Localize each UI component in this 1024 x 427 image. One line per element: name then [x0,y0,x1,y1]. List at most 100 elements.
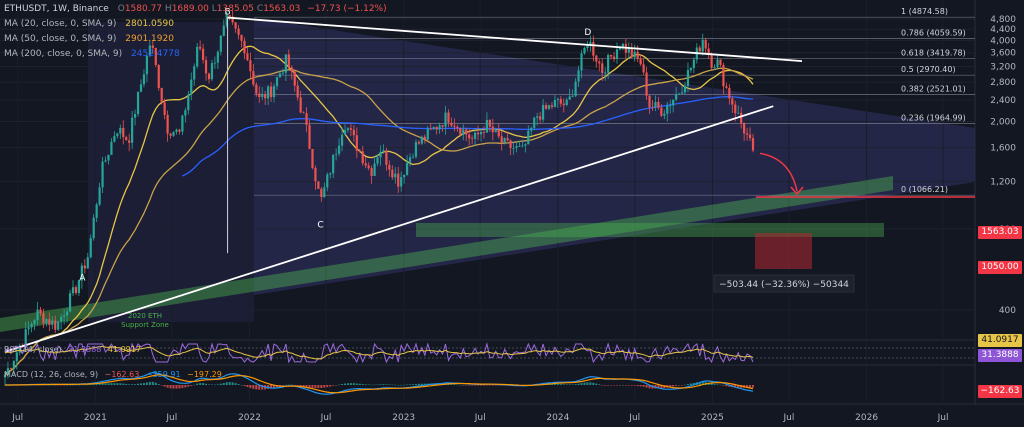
candle-body [426,128,429,140]
macd-hist-bar [107,383,110,385]
candle-body [151,45,154,48]
macd-hist-bar [361,384,364,385]
candle-body [435,127,438,130]
macd-signal-value: −197.29 [187,370,222,379]
support-zone-band [0,176,893,332]
rsi-legend[interactable]: RSI (14, close) 31.3888 41.0917 [4,343,141,356]
x-tick-label: Jul [11,413,23,423]
macd-hist-bar [122,383,125,385]
candle-body [210,63,214,80]
candle-body [589,41,592,46]
macd-hist-bar [645,385,648,388]
candle-body [305,113,308,125]
macd-hist-bar [618,385,621,386]
candle-body [36,309,39,321]
candle-body [352,129,355,136]
macd-legend[interactable]: MACD (12, 26, close, 9) −162.63 −359.91 … [4,368,222,381]
macd-hist-bar [453,384,456,385]
candle-body [349,128,353,130]
candle-body [432,127,435,129]
macd-hist-bar [400,384,403,386]
macd-hist-bar [474,385,477,386]
x-tick-label: 2026 [855,413,878,423]
candle-body [184,110,187,116]
candle-body [116,133,119,137]
candle-body [521,145,524,147]
macd-hist-bar [290,384,293,386]
macd-hist-bar [580,383,583,385]
macd-hist-bar [148,381,151,385]
fib-label: 0.618 (3419.78) [901,49,966,58]
projection-label-box [713,274,855,293]
legend-ma50[interactable]: MA (50, close, 0, SMA, 9) 2901.1920 [4,33,174,46]
legend-ma200[interactable]: MA (200, close, 0, SMA, 9) 2452.4778 [4,48,180,61]
macd-hist-bar [249,385,252,388]
macd-hist-bar [86,384,89,386]
candle-body [27,327,30,330]
macd-hist-bar [601,385,604,386]
macd-hist-bar [589,382,592,385]
candle-body [692,59,695,68]
candle-body [213,62,217,64]
candle-body [568,96,571,100]
candle-body [290,67,293,72]
macd-hist-bar [246,385,249,388]
macd-hist-bar [270,385,273,389]
candle-body [68,293,72,312]
macd-hist-bar [692,382,695,385]
y-tick-label: 4,800 [990,15,1016,25]
macd-hist-bar [332,385,335,386]
macd-hist-bar [234,383,237,385]
candle-body [479,132,483,135]
candle-body [24,329,27,347]
legend-ma20[interactable]: MA (20, close, 0, SMA, 9) 2801.0590 [4,18,174,31]
candle-body [201,48,205,60]
candle-body [311,149,314,168]
macd-hist-bar [657,385,660,389]
candle-body [530,127,533,131]
macd-hist-bar [193,384,196,386]
candle-body [39,309,42,314]
macd-hist-bar [616,385,618,386]
macd-hist-bar [160,385,163,386]
candle-body [332,154,335,174]
macd-hist-bar [595,383,598,385]
macd-hist-bar [497,385,500,386]
macd-hist-bar [358,383,361,385]
candle-body [725,86,728,88]
candle-body [314,167,317,182]
candle-body [488,119,491,127]
candle-body [340,134,344,146]
candle-body [672,99,675,106]
candle-body [713,67,716,69]
candle-body [728,87,731,99]
macd-hist-bar [341,384,344,385]
x-tick-label: Jul [474,413,486,423]
candle-body [518,146,521,147]
macd-hist-bar [169,385,172,389]
macd-hist-bar [296,385,299,386]
candle-body [734,104,737,114]
candle-body [207,73,211,80]
candle-body [465,129,468,135]
candle-body [142,74,146,85]
candle-body [128,140,131,143]
macd-hist-bar [92,384,95,385]
fib-label: 0.5 (2970.40) [901,65,956,74]
macd-hist-bar [311,385,314,388]
chart-grid [0,18,975,311]
price-tag-target: 1050.00 [978,261,1022,274]
macd-hist-bar [639,385,642,387]
candle-body [74,287,78,293]
candle-body [607,54,610,73]
macd-hist-bar [308,385,311,388]
macd-hist-bar [494,385,497,386]
candle-body [264,93,267,99]
macd-hist-bar [190,385,193,386]
candle-body [536,116,539,118]
macd-hist-bar [373,384,376,386]
macd-hist-bar [240,384,243,386]
candle-body [698,47,701,52]
candle-body [473,132,477,139]
